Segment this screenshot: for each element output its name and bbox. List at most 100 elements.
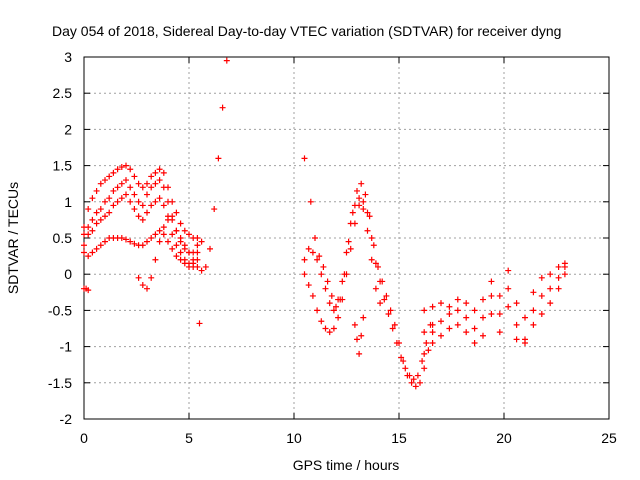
data-point [402, 365, 409, 372]
data-point [81, 249, 87, 256]
data-point [194, 235, 201, 241]
data-point [169, 245, 176, 252]
data-point [463, 314, 470, 321]
data-point [177, 235, 184, 241]
data-point [135, 274, 142, 281]
data-point [368, 235, 375, 241]
data-point [102, 213, 108, 220]
data-point [110, 202, 117, 209]
data-point [513, 321, 520, 328]
data-point [480, 332, 486, 339]
data-point [356, 195, 363, 202]
data-point [347, 220, 354, 227]
data-point [312, 235, 318, 241]
data-point [400, 358, 407, 365]
data-point [177, 220, 184, 227]
data-point [110, 187, 117, 194]
data-point [202, 263, 209, 270]
data-point [123, 177, 129, 184]
data-point [377, 300, 384, 307]
axis-ticks: -2 -1.5 -1 -0.5 0 0.5 1 1.5 2 2.5 3 0 5 10 15 20 25 [48, 49, 617, 446]
data-point [530, 289, 537, 296]
data-point [177, 256, 184, 263]
data-point [97, 180, 104, 187]
data-point [127, 238, 134, 245]
data-point [118, 195, 125, 202]
y-tick-label: -1 [60, 339, 73, 355]
data-point [513, 300, 520, 307]
data-point [471, 325, 478, 332]
y-tick-label: 2.5 [53, 85, 73, 101]
data-point [127, 198, 134, 205]
data-point [366, 213, 373, 220]
data-point [156, 166, 163, 173]
data-point [194, 249, 201, 256]
data-point [97, 242, 104, 249]
data-point [320, 263, 327, 270]
data-point [364, 209, 371, 216]
data-point [160, 224, 167, 231]
data-point [135, 180, 142, 187]
series-sat-A [81, 162, 205, 245]
data-point [173, 242, 180, 249]
data-point [156, 177, 163, 184]
data-point [118, 235, 125, 241]
data-point [194, 242, 201, 249]
data-point [446, 311, 453, 318]
series-sat-F [81, 285, 92, 294]
series-sat-M [421, 271, 568, 357]
data-point [429, 339, 436, 346]
data-point [438, 332, 444, 339]
data-points [81, 57, 568, 390]
data-point [421, 329, 428, 336]
data-point [215, 155, 222, 162]
data-point [156, 227, 163, 234]
data-point [471, 307, 478, 314]
data-point [160, 169, 167, 176]
chart-title: Day 054 of 2018, Sidereal Day-to-day VTE… [52, 23, 561, 39]
data-point [328, 292, 335, 299]
data-point [89, 216, 96, 223]
data-point [377, 278, 384, 285]
series-sat-K [421, 260, 568, 321]
data-point [505, 285, 512, 292]
data-point [488, 292, 495, 299]
series-sat-D [81, 227, 201, 270]
data-point [389, 325, 396, 332]
y-tick-label: 3 [64, 49, 72, 65]
data-point [356, 350, 363, 357]
data-point [488, 311, 495, 318]
data-point [131, 173, 138, 180]
data-point [93, 220, 100, 227]
data-point [316, 253, 323, 260]
data-point [387, 307, 394, 314]
data-point [85, 224, 92, 231]
data-point [454, 296, 461, 303]
data-point [165, 238, 171, 245]
data-point [335, 314, 342, 321]
data-point [318, 318, 325, 325]
data-point [139, 242, 146, 249]
data-point [131, 240, 138, 247]
data-point [480, 314, 486, 321]
data-point [127, 166, 134, 173]
data-point [425, 347, 432, 354]
data-point [561, 271, 568, 278]
data-point [349, 209, 356, 216]
data-point [372, 285, 379, 292]
data-point [326, 329, 333, 336]
data-point [393, 339, 400, 346]
x-tick-label: 20 [496, 430, 512, 446]
data-point [343, 249, 350, 256]
data-point [305, 282, 312, 289]
data-point [135, 213, 142, 220]
data-point [305, 245, 312, 252]
x-tick-label: 0 [80, 430, 88, 446]
data-point [301, 256, 308, 263]
data-point [438, 318, 444, 325]
data-point [471, 339, 478, 346]
data-point [85, 206, 92, 213]
y-tick-label: -2 [60, 411, 73, 427]
data-point [123, 162, 129, 169]
data-point [118, 180, 125, 187]
